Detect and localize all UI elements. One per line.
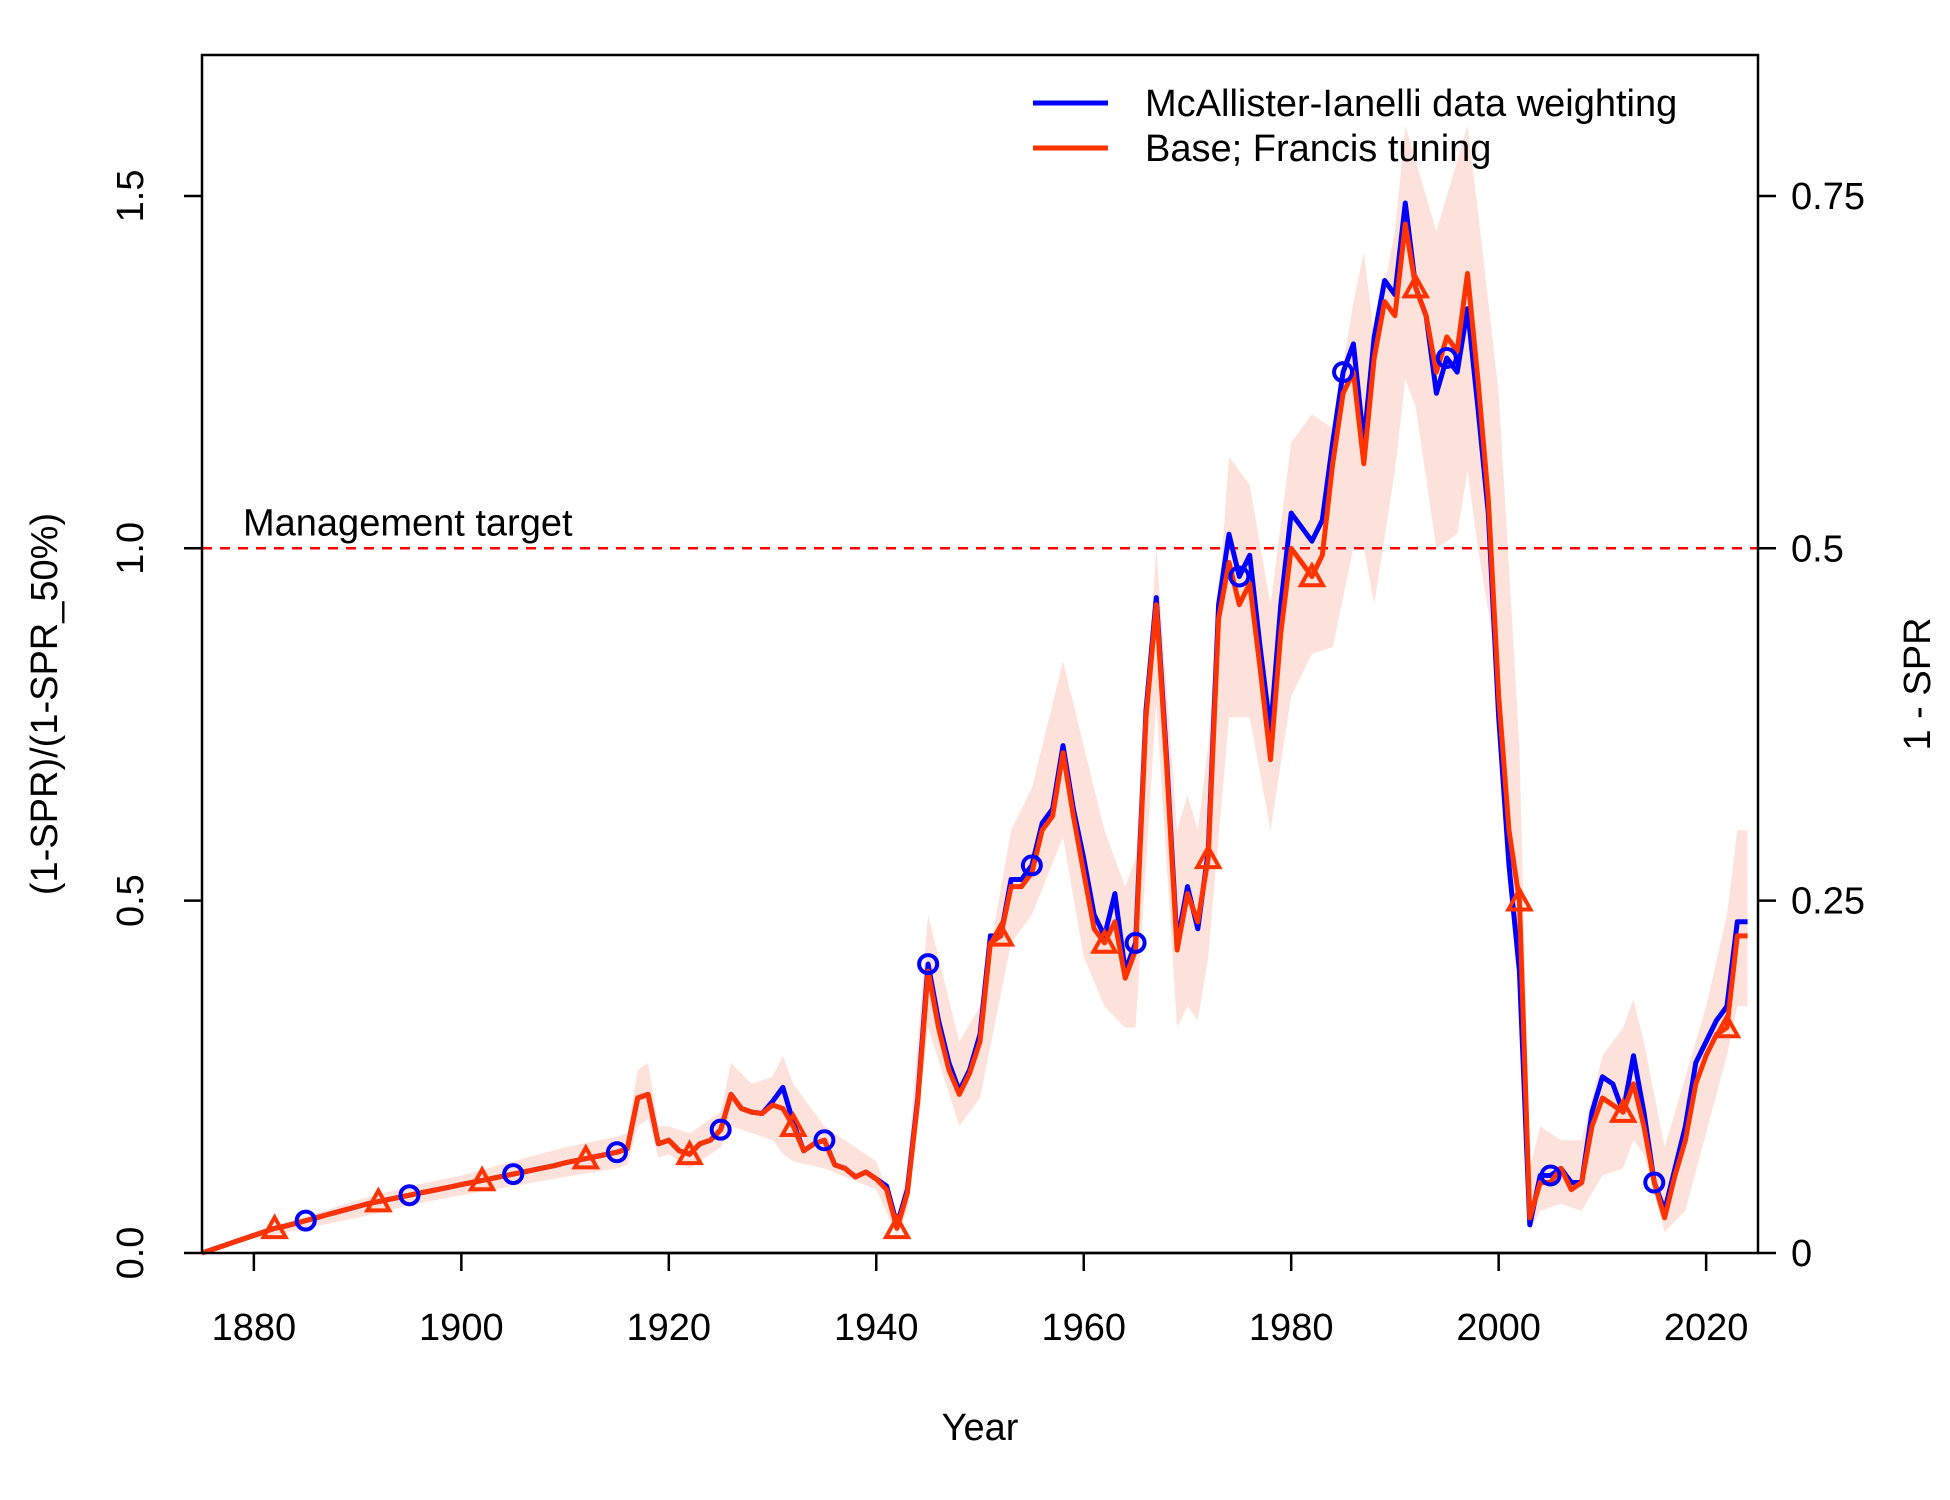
series-marker-0 — [917, 953, 940, 976]
x-tick-label: 1900 — [419, 1307, 504, 1349]
x-tick-label: 1980 — [1249, 1307, 1334, 1349]
x-axis-label: Year — [942, 1407, 1019, 1449]
y-axis-right: 0 0.25 0.5 0.75 — [1758, 176, 1865, 1275]
series-marker-0 — [813, 1129, 836, 1152]
uncertainty-band-layer — [202, 125, 1748, 1253]
series-marker-0 — [1435, 347, 1458, 370]
series-marker-1 — [363, 1186, 393, 1213]
y-tick-label-left: 0.0 — [110, 1227, 152, 1280]
y-tick-label-right: 0.25 — [1791, 881, 1865, 923]
legend: McAllister-Ianelli data weighting Base; … — [1033, 83, 1677, 170]
series-marker-1 — [778, 1111, 808, 1137]
series-marker-0 — [294, 1209, 317, 1232]
series-marker-0 — [605, 1141, 628, 1164]
series-marker-0 — [398, 1184, 421, 1207]
y-axis-left: 0.0 0.5 1.0 1.5 — [110, 170, 202, 1280]
management-target-label: Management target — [243, 502, 573, 544]
series-marker-1 — [1193, 843, 1223, 870]
y-tick-label-left: 1.5 — [110, 170, 152, 223]
uncertainty-band — [202, 125, 1748, 1253]
y-tick-label-right: 0.5 — [1791, 528, 1844, 570]
reference-line-layer: Management target — [202, 502, 1758, 550]
series-marker-0 — [1020, 854, 1043, 877]
x-tick-label: 1880 — [212, 1307, 297, 1349]
series-line-1 — [201, 221, 1748, 1256]
series-marker-1 — [1608, 1096, 1638, 1123]
series-marker-0 — [1643, 1171, 1666, 1194]
x-tick-label: 1940 — [834, 1307, 919, 1349]
series-marker-1 — [986, 920, 1016, 947]
series-marker-0 — [1228, 565, 1251, 588]
series-layer — [201, 200, 1748, 1256]
y-tick-label-left: 0.5 — [110, 874, 152, 927]
y-axis-label-left: (1-SPR)/(1-SPR_50%) — [24, 513, 66, 895]
y-axis-label-right: 1 - SPR — [1897, 617, 1939, 750]
series-marker-1 — [1401, 272, 1431, 299]
y-tick-label-left: 1.0 — [110, 522, 152, 575]
y-tick-label-right: 0.75 — [1791, 176, 1865, 218]
x-tick-label: 2020 — [1664, 1307, 1749, 1349]
series-marker-1 — [882, 1213, 912, 1240]
series-marker-1 — [1712, 1012, 1742, 1039]
series-marker-0 — [1124, 931, 1147, 954]
series-marker-0 — [1539, 1164, 1562, 1187]
marker-layer — [260, 272, 1742, 1240]
series-marker-0 — [502, 1163, 525, 1186]
x-axis: 1880 1900 1920 1940 1960 1980 2000 2020 — [212, 1251, 1749, 1349]
series-marker-0 — [1332, 361, 1355, 384]
x-tick-label: 1960 — [1041, 1307, 1126, 1349]
x-tick-label: 2000 — [1456, 1307, 1541, 1349]
series-marker-0 — [709, 1118, 732, 1141]
series-marker-1 — [260, 1213, 290, 1240]
series-marker-1 — [1297, 561, 1327, 588]
x-tick-label: 1920 — [627, 1307, 712, 1349]
series-marker-1 — [1505, 885, 1534, 912]
legend-label-mcallister: McAllister-Ianelli data weighting — [1145, 83, 1677, 125]
series-marker-1 — [675, 1139, 704, 1166]
series-marker-1 — [1090, 927, 1119, 954]
series-marker-1 — [467, 1165, 497, 1192]
series-marker-1 — [571, 1143, 601, 1170]
legend-label-base: Base; Francis tuning — [1145, 128, 1491, 170]
y-tick-label-right: 0 — [1791, 1233, 1812, 1275]
